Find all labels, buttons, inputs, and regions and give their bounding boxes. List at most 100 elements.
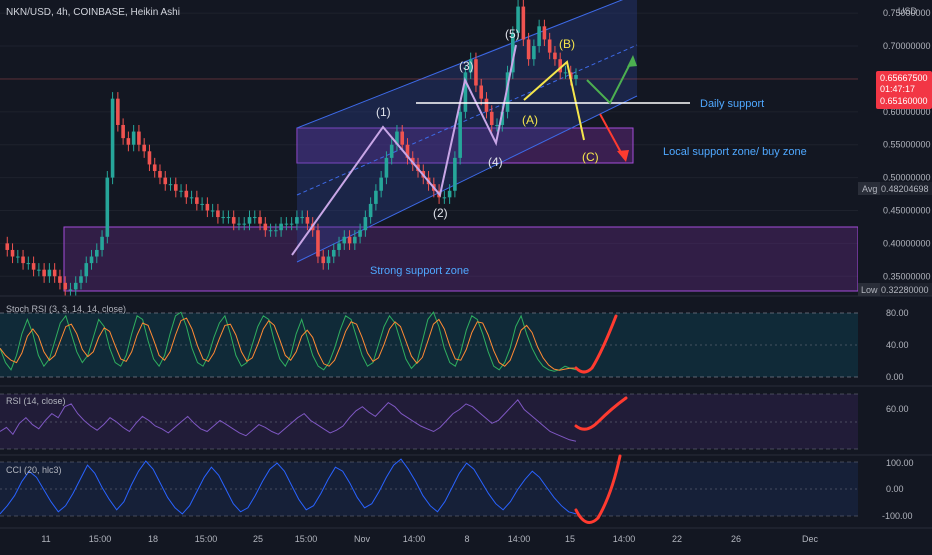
time-tick-label: 15 (565, 534, 575, 544)
candle-body (500, 111, 505, 125)
candle-body (395, 131, 399, 145)
strong-zone-label: Strong support zone (370, 265, 469, 277)
candle-body (10, 249, 15, 257)
low-tag (858, 283, 880, 296)
candle-body (505, 72, 510, 112)
candle-body (389, 144, 394, 158)
candle-body (479, 85, 484, 99)
low-value: 0.32280000 (881, 285, 929, 295)
time-tick-label: 18 (148, 534, 158, 544)
candle-body (453, 157, 457, 191)
low-label: Low (861, 285, 878, 295)
time-tick-label: 14:00 (508, 534, 531, 544)
cci-tick-100: 100.00 (886, 458, 914, 468)
candle-body (305, 217, 310, 224)
candle-body (295, 217, 299, 224)
price-tick-label: 0.45000000 (883, 205, 931, 215)
stoch-d-line (0, 317, 576, 371)
candle-body (321, 256, 326, 264)
wave-5-label: (5) (505, 27, 520, 41)
time-tick-label: 11 (41, 534, 50, 544)
rsi-line (0, 398, 577, 442)
candle-body (474, 59, 478, 86)
stoch-tick-40: 40.00 (886, 340, 909, 350)
candle-body (347, 236, 352, 244)
rsi-band (0, 394, 858, 449)
candle-body (511, 32, 515, 73)
candle-body (126, 138, 131, 145)
cci-pane-label: CCI (20, hlc3) (6, 465, 62, 475)
avg-value: 0.48204698 (881, 184, 929, 194)
candle-body (237, 223, 241, 225)
candle-body (47, 269, 52, 277)
candle-body (574, 74, 578, 79)
time-axis[interactable]: 11 15:00 18 15:00 25 15:00 Nov 14:00 8 14:00 15 14:… (41, 534, 818, 544)
channel-mid-line (296, 44, 638, 196)
candle-body (152, 164, 157, 172)
wave-c-label: (C) (582, 150, 599, 164)
candle-body (52, 269, 57, 277)
price-ticks: 0.750000000.700000000.650000000.60000000… (883, 8, 931, 281)
stoch-k-line (0, 311, 577, 372)
candle-body (353, 236, 357, 244)
candle-body (268, 230, 273, 232)
candle-body (326, 256, 331, 264)
bullish-scenario-arrow (586, 57, 634, 105)
candle-body (31, 263, 36, 270)
candle-body (521, 6, 526, 40)
bearish-arrow-head (617, 150, 629, 162)
price-tick-label: 0.40000000 (883, 238, 931, 248)
wave-1-label: (1) (376, 105, 391, 119)
price-axis[interactable] (858, 0, 932, 296)
wave-b-label: (B) (559, 37, 575, 51)
candle-body (379, 177, 383, 191)
candle-body (537, 26, 541, 47)
second-price-value: 0.65160000 (880, 96, 928, 106)
candle-body (221, 217, 225, 219)
candle-body (63, 282, 67, 290)
avg-label: Avg (862, 184, 877, 194)
wave-a-label: (A) (522, 113, 538, 127)
candle-body (200, 203, 204, 205)
candle-body (247, 217, 252, 224)
local-zone-label: Local support zone/ buy zone (663, 146, 807, 158)
candle-body (374, 190, 378, 204)
bearish-scenario-arrow (599, 113, 625, 159)
candle-body (400, 131, 405, 145)
candle-body (37, 269, 41, 271)
symbol-title: NKN/USD, 4h, COINBASE, Heikin Ashi (6, 7, 180, 18)
candle-body (94, 249, 99, 257)
candle-body (205, 203, 210, 211)
candle-body (147, 151, 152, 165)
last-price-badge (876, 71, 932, 109)
time-tick-label: 15:00 (195, 534, 218, 544)
candle-body (495, 124, 499, 126)
candle-body (463, 72, 468, 112)
candle-body (184, 190, 189, 198)
candle-body (358, 230, 362, 237)
candle-body (179, 190, 183, 192)
candle-body (42, 269, 46, 277)
candle-body (384, 157, 389, 178)
candle-body (15, 256, 20, 258)
candle-body (89, 256, 94, 264)
candle-body (116, 98, 120, 125)
wave-3-label: (3) (459, 59, 474, 73)
cci-projection (574, 454, 622, 524)
candle-body (242, 223, 247, 225)
cci-band (0, 462, 858, 516)
stoch-tick-0: 0.00 (886, 372, 904, 382)
candle-body (210, 210, 215, 212)
candle-body (168, 184, 173, 186)
cci-line (0, 458, 577, 515)
avg-value-box (880, 182, 932, 195)
candle-body (21, 256, 25, 264)
bullish-arrow-head (627, 55, 637, 67)
candle-body (284, 223, 289, 225)
candle-body (289, 223, 294, 225)
candle-body (337, 243, 341, 250)
candle-body (79, 276, 83, 283)
candle-body (553, 52, 557, 60)
